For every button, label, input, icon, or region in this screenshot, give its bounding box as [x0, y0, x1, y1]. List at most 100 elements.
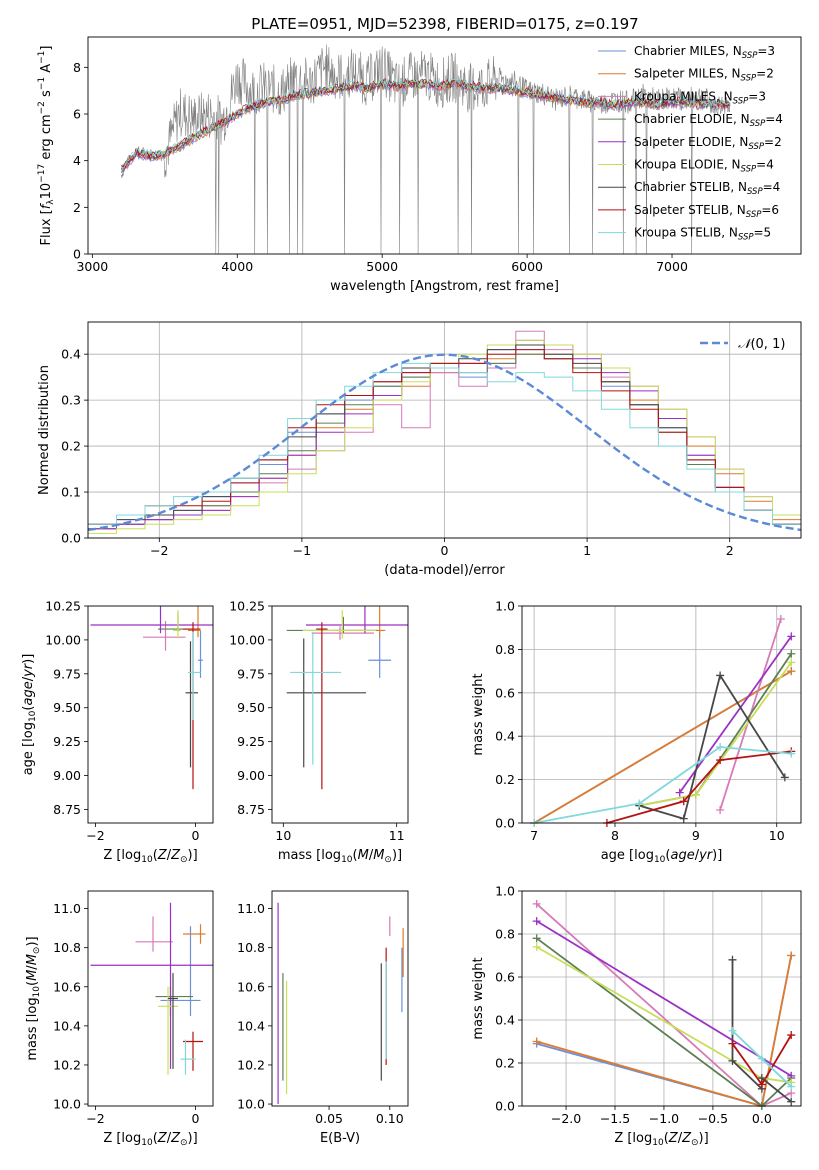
mass-vs-z-panel: −2 0 10.0 10.2 10.4 10.6 10.8 11.0 Z [log10(Z/Z⊙… — [25, 890, 214, 1148]
figure-title: PLATE=0951, MJD=52398, FIBERID=0175, z=0… — [251, 15, 638, 33]
y-tick-label: 0.8 — [495, 642, 515, 657]
x-tick-label: 10 — [769, 828, 785, 843]
x-tick-label: −1 — [293, 543, 311, 558]
y-tick-label: 10.00 — [229, 632, 265, 647]
x-tick-label: 0.0 — [752, 1111, 772, 1126]
weight-point-marker — [728, 1026, 737, 1035]
x-tick-label: 0 — [441, 543, 449, 558]
y-tick-label: 11.0 — [237, 901, 265, 916]
weight-point-marker — [787, 951, 796, 960]
y-tick-label: 10.4 — [53, 1018, 81, 1033]
x-tick-label: 2 — [726, 543, 734, 558]
x-axis-label: Z [log10(Z/Z⊙)] — [103, 1131, 197, 1148]
legend-entry: Chabrier MILES, NSSP=3 — [634, 44, 775, 61]
x-axis-label: Z [log10(Z/Z⊙)] — [614, 1131, 708, 1148]
x-axis-label: mass [log10(M/M⊙)] — [278, 848, 402, 865]
x-tick-label: 1 — [583, 543, 591, 558]
y-tick-label: 0.6 — [495, 685, 515, 700]
y-tick-label: 10.0 — [53, 1097, 81, 1112]
y-axis-label: mass weight — [471, 673, 486, 755]
x-tick-label: −0.5 — [698, 1111, 728, 1126]
y-tick-label: 10.6 — [237, 979, 265, 994]
y-tick-label: 4 — [73, 153, 81, 168]
x-tick-label: 10 — [275, 828, 291, 843]
y-tick-label: 8.75 — [237, 802, 265, 817]
y-tick-label: 10.25 — [229, 599, 265, 614]
x-axis-label: wavelength [Angstrom, rest frame] — [330, 279, 559, 294]
x-tick-label: −1.0 — [649, 1111, 679, 1126]
y-tick-label: 1.0 — [495, 599, 515, 614]
legend-entry: Chabrier ELODIE, NSSP=4 — [634, 112, 783, 129]
legend-entry: Chabrier STELIB, NSSP=4 — [634, 180, 780, 197]
y-tick-label: 9.50 — [53, 700, 81, 715]
y-tick-label: 9.50 — [237, 700, 265, 715]
weight-series-line — [606, 750, 792, 823]
weight-point-marker — [716, 805, 725, 814]
y-tick-label: 0.6 — [495, 970, 515, 985]
y-axis-label: Normed distribution — [37, 365, 52, 495]
weight-point-marker — [635, 799, 644, 808]
y-tick-label: 9.25 — [237, 734, 265, 749]
y-axis-label: Flux [fλ10−17 erg cm−2 s−1 A−1] — [37, 46, 56, 246]
y-tick-label: 9.00 — [237, 768, 265, 783]
y-tick-label: 0.4 — [495, 1013, 515, 1028]
weight-point-marker — [787, 1097, 796, 1106]
y-tick-label: 0.0 — [61, 531, 81, 546]
model-spectrum — [121, 79, 731, 172]
weight-point-marker — [675, 788, 684, 797]
weight-series-line — [639, 653, 793, 807]
y-tick-label: 10.0 — [237, 1097, 265, 1112]
y-tick-label: 10.6 — [53, 979, 81, 994]
weight-series-line — [533, 670, 792, 823]
residual-histogram-panel: −2 −1 0 1 2 0.0 0.1 0.2 0.3 0.4 (data-model)/error… — [37, 321, 802, 578]
weight-point-marker — [728, 1039, 737, 1048]
x-axis-label: E(B-V) — [320, 1131, 360, 1146]
x-tick-label: 4000 — [221, 259, 253, 274]
model-spectrum — [121, 78, 731, 167]
weight-point-marker — [787, 749, 796, 758]
plot-frame — [87, 36, 802, 255]
weight-point-marker — [728, 1056, 737, 1065]
y-tick-label: 0.4 — [495, 729, 515, 744]
weight-series-line — [536, 920, 792, 1077]
mass-vs-ebv-panel: 0.05 0.10 10.0 10.2 10.4 10.6 10.8 11.0 E(B-V) — [237, 890, 409, 1146]
x-tick-label: −2 — [86, 828, 104, 843]
weight-series-line — [536, 937, 792, 1106]
gaussian-curve — [88, 353, 801, 532]
y-tick-label: 9.75 — [53, 666, 81, 681]
x-tick-label: 0.10 — [376, 1111, 404, 1126]
weight-point-marker — [776, 615, 785, 624]
y-tick-label: 1.0 — [495, 884, 515, 899]
weight-series-line — [533, 746, 792, 823]
plot-frame — [87, 605, 214, 824]
x-tick-label: −2 — [86, 1111, 104, 1126]
plot-frame — [271, 605, 409, 824]
y-tick-label: 6 — [73, 107, 81, 122]
y-tick-label: 10.2 — [53, 1057, 81, 1072]
legend-entry: 𝒩(0, 1) — [738, 337, 785, 352]
weight-point-marker — [787, 649, 796, 658]
legend-entry: Salpeter STELIB, NSSP=6 — [634, 203, 779, 220]
weight-point-marker — [787, 1082, 796, 1091]
plot-area — [277, 902, 404, 1105]
weight-point-marker — [532, 1037, 541, 1046]
y-tick-label: 8 — [73, 60, 81, 75]
weight-series-line — [536, 903, 792, 1106]
model-spectrum — [120, 78, 730, 173]
x-tick-label: 11 — [389, 828, 405, 843]
y-tick-label: 2 — [73, 200, 81, 215]
y-tick-label: 11.0 — [53, 901, 81, 916]
weight-series-line — [678, 635, 793, 794]
x-axis-label: age [log10(age/yr)] — [601, 848, 723, 865]
weight-point-marker — [716, 671, 725, 680]
legend: Chabrier MILES, NSSP=3 Salpeter MILES, NS… — [598, 44, 783, 243]
y-tick-label: 10.8 — [237, 940, 265, 955]
x-tick-label: 0.05 — [315, 1111, 343, 1126]
weight-point-marker — [787, 1031, 796, 1040]
weight-point-marker — [716, 743, 725, 752]
x-tick-label: 6000 — [511, 259, 543, 274]
plot-area — [120, 44, 731, 254]
weight-point-marker — [532, 934, 541, 943]
x-tick-label: −1.5 — [600, 1111, 630, 1126]
plot-frame — [521, 605, 802, 824]
